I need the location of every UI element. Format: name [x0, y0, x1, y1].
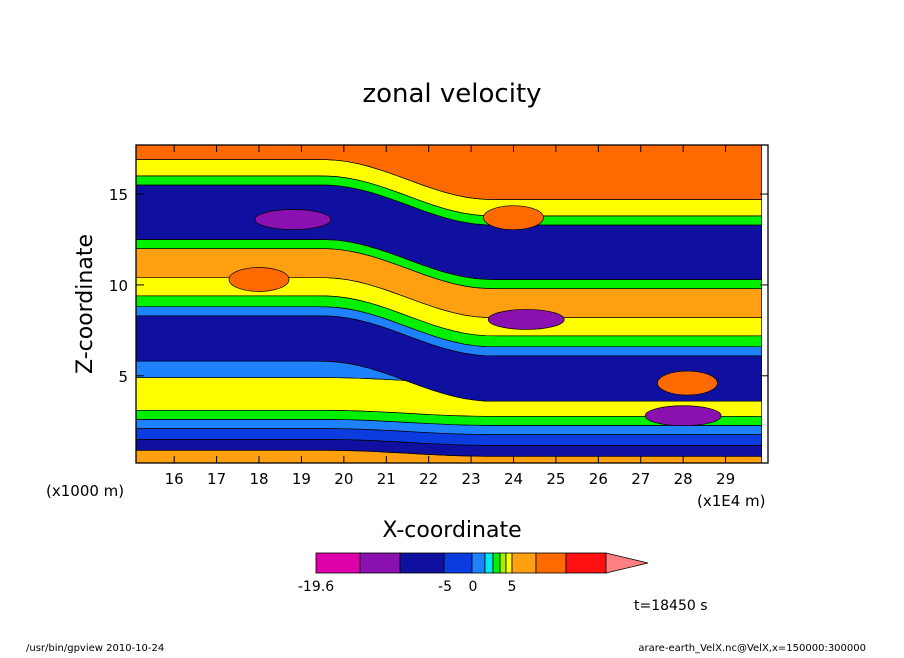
x-tick-label: 27 — [631, 470, 650, 488]
footer-left: /usr/bin/gpview 2010-10-24 — [26, 643, 164, 654]
colorbar-swatch — [511, 552, 537, 574]
contour-core — [228, 267, 290, 292]
colorbar-swatch — [399, 552, 445, 574]
contour-core — [644, 405, 722, 427]
colorbar-swatch — [565, 552, 607, 574]
y-tick-label: 10 — [109, 277, 128, 295]
colorbar-tick-label: 5 — [508, 579, 517, 595]
contour-core — [483, 205, 544, 231]
x-axis-title: X-coordinate — [382, 518, 521, 543]
x-unit-right: (x1E4 m) — [697, 492, 766, 510]
x-tick-label: 28 — [674, 470, 693, 488]
colorbar-swatch — [359, 552, 401, 574]
contour-core — [657, 370, 718, 396]
y-ticks: 5 10 15 — [109, 186, 768, 386]
x-tick-label: 19 — [292, 470, 311, 488]
colorbar-tick-label: -19.6 — [298, 579, 334, 595]
colorbar-swatch — [315, 552, 361, 574]
colorbar-swatch — [499, 552, 507, 574]
colorbar-ticks: -19.6 -5 0 5 — [298, 579, 517, 595]
contour-band — [136, 145, 762, 200]
x-tick-label: 25 — [546, 470, 565, 488]
colorbar-tick-label: 0 — [469, 579, 478, 595]
chart-title: zonal velocity — [362, 79, 541, 109]
colorbar — [315, 552, 649, 574]
colorbar-swatch — [505, 552, 513, 574]
colorbar-swatch — [535, 552, 567, 574]
contour-core — [487, 309, 565, 330]
x-tick-label: 22 — [419, 470, 438, 488]
x-tick-label: 23 — [462, 470, 481, 488]
colorbar-tick-label: -5 — [438, 579, 452, 595]
plot-frame — [135, 144, 769, 464]
x-tick-label: 21 — [377, 470, 396, 488]
x-tick-label: 16 — [165, 470, 184, 488]
colorbar-swatch — [484, 552, 494, 574]
x-tick-label: 20 — [334, 470, 353, 488]
contour-core — [254, 209, 332, 230]
y-axis-title: Z-coordinate — [73, 234, 98, 374]
x-unit-left: (x1000 m) — [46, 482, 124, 500]
colorbar-swatch — [443, 552, 473, 574]
x-tick-label: 18 — [249, 470, 268, 488]
colorbar-extend-arrow — [605, 552, 649, 574]
x-ticks: 16 17 18 19 20 21 22 23 24 25 26 27 28 29 — [165, 145, 735, 488]
time-label: t=18450 s — [634, 598, 708, 614]
colorbar-swatch — [471, 552, 486, 574]
footer-right: arare-earth_VelX.nc@VelX,x=150000:300000 — [638, 643, 866, 654]
x-tick-label: 26 — [589, 470, 608, 488]
x-tick-label: 17 — [207, 470, 226, 488]
plot-field — [136, 145, 762, 463]
y-tick-label: 5 — [118, 368, 128, 386]
colorbar-swatch — [492, 552, 501, 574]
x-tick-label: 29 — [716, 470, 735, 488]
y-tick-label: 15 — [109, 186, 128, 204]
x-tick-label: 24 — [504, 470, 523, 488]
